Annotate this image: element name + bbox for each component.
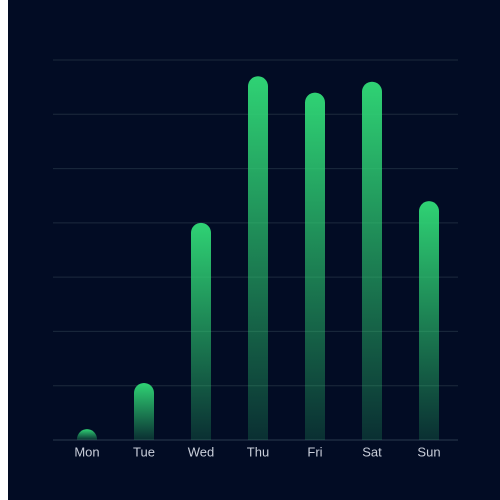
x-tick-label: Mon (74, 444, 99, 459)
x-tick-label: Wed (188, 444, 215, 459)
x-tick-label: Tue (133, 444, 155, 459)
bar (362, 81, 382, 440)
bar (191, 222, 211, 440)
bar (305, 92, 325, 441)
x-tick-label: Thu (247, 444, 269, 459)
x-tick-label: Fri (307, 444, 322, 459)
bar (419, 201, 439, 440)
bar (134, 383, 154, 440)
bar (248, 76, 268, 441)
x-tick-label: Sat (362, 444, 382, 459)
x-tick-label: Sun (417, 444, 440, 459)
bar (77, 429, 97, 440)
